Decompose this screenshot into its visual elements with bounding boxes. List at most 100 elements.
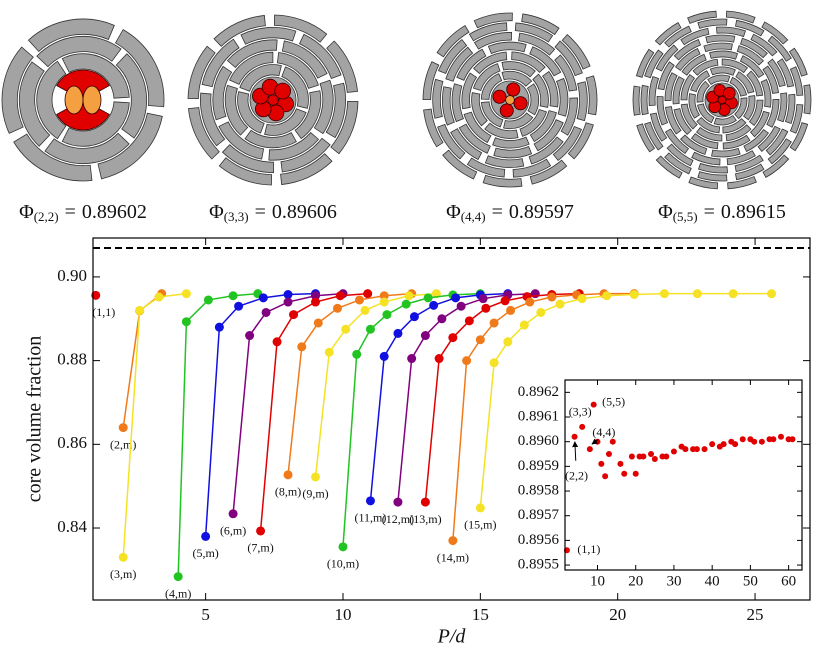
- data-point: [409, 312, 419, 322]
- ring-segment: [687, 10, 717, 24]
- x-tick-label: 60: [781, 573, 796, 589]
- ring-segment: [484, 155, 525, 168]
- data-point: [214, 322, 224, 332]
- y-axis-label: core volume fraction: [24, 336, 46, 503]
- plot-frame: [564, 379, 803, 571]
- equals: =: [704, 201, 715, 223]
- ring-segment: [268, 132, 320, 161]
- ring-segment: [803, 84, 812, 115]
- ring-segment: [501, 70, 533, 87]
- ring-segment: [713, 115, 737, 126]
- data-point: [640, 453, 647, 460]
- ring-segment: [649, 112, 668, 142]
- ring-segment: [766, 99, 780, 128]
- data-point: [598, 460, 605, 467]
- data-point: [420, 497, 430, 507]
- data-point: [365, 324, 375, 334]
- data-point: [651, 455, 658, 462]
- ring-segment: [554, 54, 578, 92]
- ring-segment: [463, 111, 492, 144]
- ring-segment: [664, 128, 690, 155]
- ring-segment: [188, 107, 220, 160]
- ring-segment: [789, 122, 809, 152]
- ring-segment: [471, 92, 488, 127]
- data-point: [404, 291, 414, 301]
- ring-segment: [212, 65, 233, 121]
- ring-segment: [276, 52, 319, 89]
- data-point: [489, 318, 499, 328]
- ring-segment: [480, 73, 503, 100]
- ring-segment: [721, 58, 748, 74]
- ring-segment: [511, 51, 546, 73]
- value: 0.89615: [721, 201, 786, 223]
- series-label: (11,m): [355, 511, 387, 525]
- annotation: (1,1): [577, 542, 600, 556]
- data-point: [423, 293, 433, 303]
- packing-label: Φ(3,3) = 0.89606: [209, 201, 337, 224]
- ring-segment: [767, 58, 786, 88]
- ring-segment: [484, 122, 519, 139]
- data-point: [767, 289, 777, 299]
- ring-segment: [264, 108, 307, 136]
- series-line: [204, 292, 316, 537]
- ring-segment: [735, 19, 765, 37]
- ring-segment: [784, 94, 796, 124]
- ring-segment: [789, 104, 804, 134]
- ring-segment: [696, 80, 710, 103]
- ring-segment: [528, 136, 564, 165]
- ring-segment: [529, 110, 557, 143]
- ring-segment: [437, 123, 466, 160]
- ring-segment: [199, 92, 226, 147]
- data-point: [648, 451, 655, 458]
- core-rod: [499, 103, 514, 118]
- series-label: (5,m): [192, 546, 218, 560]
- equals: =: [65, 201, 76, 223]
- data-point: [363, 289, 373, 299]
- ring-segment: [657, 61, 675, 91]
- ring-segment: [560, 97, 578, 136]
- data-point: [605, 451, 612, 458]
- data-point: [258, 293, 268, 303]
- data-point: [379, 291, 389, 301]
- ring-segment: [526, 83, 540, 116]
- ring-segment: [672, 76, 685, 105]
- ring-segment: [458, 123, 491, 154]
- series-label: (12,m): [382, 512, 414, 526]
- x-tick-label: 10: [590, 573, 605, 589]
- ring-segment: [680, 27, 710, 46]
- data-point: [579, 423, 586, 430]
- ring-segment: [97, 112, 163, 180]
- series-label: (10,m): [327, 557, 359, 571]
- x-tick-label: 20: [628, 573, 643, 589]
- data-point: [777, 433, 784, 440]
- ring-segment: [36, 60, 67, 140]
- ring-segment: [442, 149, 478, 180]
- ring-segment: [229, 51, 274, 85]
- ring-segment: [532, 73, 549, 108]
- ring-segment: [789, 66, 804, 96]
- ring-segment: [688, 176, 719, 190]
- ring-segment: [18, 61, 51, 147]
- ring-segment: [635, 48, 655, 78]
- data-point: [332, 303, 342, 313]
- ring-segment: [767, 35, 792, 62]
- data-point: [297, 342, 307, 352]
- ring-segment: [480, 101, 504, 128]
- data-point: [602, 291, 612, 301]
- series-label: (15,m): [464, 518, 496, 532]
- ring-segment: [734, 97, 748, 120]
- data-point: [338, 542, 348, 552]
- y-tick-label: 0.8962: [518, 384, 559, 400]
- x-axis-label: P/d: [437, 626, 467, 648]
- ring-segment: [273, 14, 328, 43]
- ring-segment: [456, 48, 487, 81]
- ring-segment: [654, 22, 682, 46]
- ring-segment: [673, 38, 702, 61]
- ring-segment: [213, 15, 266, 47]
- data-point: [525, 297, 535, 307]
- subscript: (4,4): [461, 209, 486, 224]
- ring-segment: [1, 46, 34, 134]
- ring-segment: [748, 99, 764, 126]
- ring-segment: [716, 26, 746, 38]
